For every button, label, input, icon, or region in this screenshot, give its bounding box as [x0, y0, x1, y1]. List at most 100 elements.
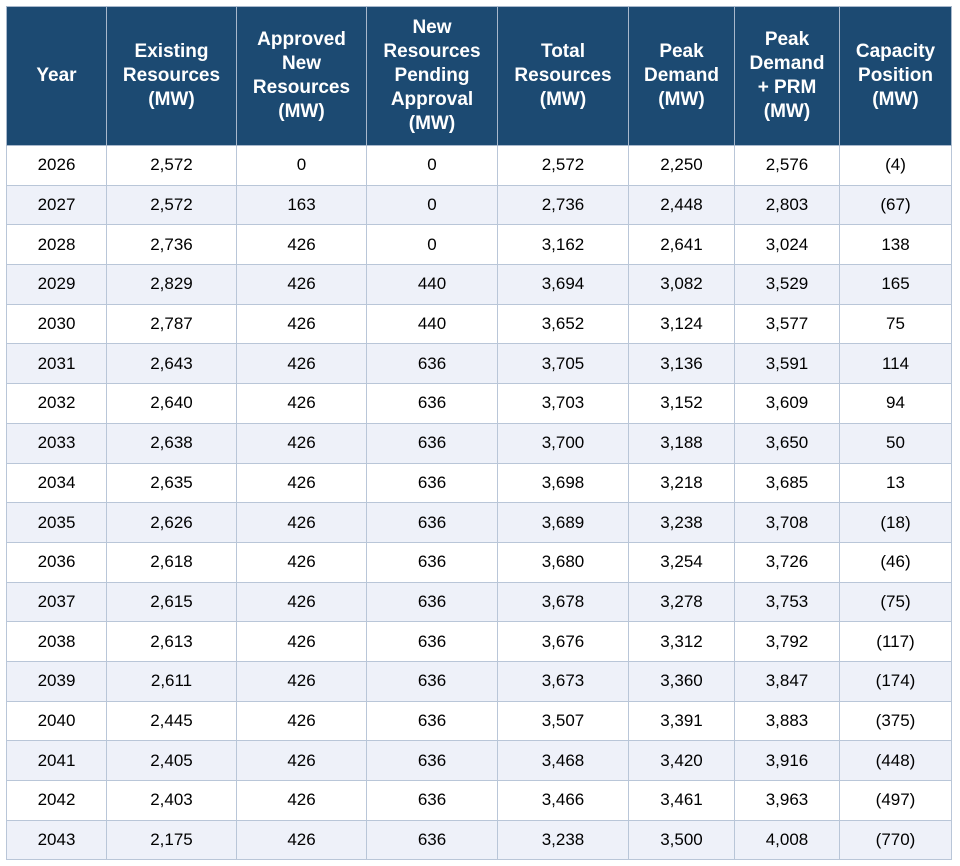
capacity-position-cell: (770) — [839, 819, 952, 861]
year-cell: 2041 — [6, 740, 107, 781]
peak-demand-prm-cell: 3,963 — [734, 780, 840, 821]
approved-new-cell: 426 — [236, 700, 367, 742]
approved-new-cell: 426 — [236, 264, 367, 305]
total-resources-cell: 3,652 — [497, 303, 629, 345]
year-cell: 2030 — [6, 303, 107, 345]
peak-demand-prm-cell: 3,708 — [734, 502, 840, 543]
peak-demand-cell: 3,082 — [628, 264, 735, 305]
header-capacity-position: Capacity Position (MW) — [839, 6, 952, 146]
peak-demand-cell: 3,218 — [628, 462, 735, 504]
peak-demand-prm-cell: 3,650 — [734, 422, 840, 464]
peak-demand-prm-cell: 3,591 — [734, 343, 840, 385]
header-line: (MW) — [763, 101, 811, 122]
approved-new-cell: 426 — [236, 780, 367, 821]
header-line: Existing — [134, 41, 209, 62]
table-row: 2038 2,613 426 636 3,676 3,312 3,792 (117) — [6, 621, 952, 662]
pending-approval-cell: 440 — [366, 303, 498, 345]
header-year: Year — [6, 6, 107, 146]
capacity-position-cell: (448) — [839, 740, 952, 781]
total-resources-cell: 3,676 — [497, 621, 629, 662]
approved-new-cell: 426 — [236, 383, 367, 424]
peak-demand-prm-cell: 3,753 — [734, 581, 840, 623]
capacity-position-cell: 75 — [839, 303, 952, 345]
header-line: Position — [858, 65, 933, 86]
capacity-position-cell: (75) — [839, 581, 952, 623]
table-row: 2037 2,615 426 636 3,678 3,278 3,753 (75) — [6, 581, 952, 623]
table-row: 2031 2,643 426 636 3,705 3,136 3,591 114 — [6, 343, 952, 385]
pending-approval-cell: 636 — [366, 780, 498, 821]
header-pending-resources: New Resources Pending Approval (MW) — [366, 6, 498, 146]
peak-demand-cell: 3,278 — [628, 581, 735, 623]
approved-new-cell: 426 — [236, 541, 367, 583]
existing-resources-cell: 2,613 — [106, 621, 237, 662]
existing-resources-cell: 2,572 — [106, 184, 237, 226]
header-peak-demand-prm: Peak Demand + PRM (MW) — [734, 6, 840, 146]
capacity-position-cell: (46) — [839, 541, 952, 583]
header-line: Peak — [659, 41, 704, 62]
approved-new-cell: 426 — [236, 660, 367, 702]
capacity-position-cell: 114 — [839, 343, 952, 385]
header-total-resources: Total Resources (MW) — [497, 6, 629, 146]
pending-approval-cell: 636 — [366, 343, 498, 385]
peak-demand-cell: 2,250 — [628, 145, 735, 186]
header-line: Peak — [764, 29, 810, 50]
peak-demand-prm-cell: 3,529 — [734, 264, 840, 305]
table-body: 2026 2,572 0 0 2,572 2,250 2,576 (4) 2027 2,572 16… — [6, 145, 952, 861]
existing-resources-cell: 2,635 — [106, 462, 237, 504]
approved-new-cell: 426 — [236, 303, 367, 345]
header-line: New — [412, 17, 452, 38]
peak-demand-cell: 2,641 — [628, 224, 735, 266]
table-row: 2043 2,175 426 636 3,238 3,500 4,008 (770) — [6, 819, 952, 861]
total-resources-cell: 3,468 — [497, 740, 629, 781]
table-row: 2034 2,635 426 636 3,698 3,218 3,685 13 — [6, 462, 952, 504]
pending-approval-cell: 0 — [366, 224, 498, 266]
pending-approval-cell: 636 — [366, 581, 498, 623]
pending-approval-cell: 636 — [366, 502, 498, 543]
peak-demand-cell: 3,254 — [628, 541, 735, 583]
total-resources-cell: 3,698 — [497, 462, 629, 504]
year-cell: 2040 — [6, 700, 107, 742]
header-line: (MW) — [658, 89, 705, 110]
existing-resources-cell: 2,445 — [106, 700, 237, 742]
table-row: 2029 2,829 426 440 3,694 3,082 3,529 165 — [6, 264, 952, 305]
peak-demand-cell: 3,188 — [628, 422, 735, 464]
existing-resources-cell: 2,405 — [106, 740, 237, 781]
peak-demand-prm-cell: 3,685 — [734, 462, 840, 504]
approved-new-cell: 0 — [236, 145, 367, 186]
existing-resources-cell: 2,829 — [106, 264, 237, 305]
table-row: 2035 2,626 426 636 3,689 3,238 3,708 (18) — [6, 502, 952, 543]
approved-new-cell: 426 — [236, 224, 367, 266]
total-resources-cell: 2,572 — [497, 145, 629, 186]
total-resources-cell: 3,680 — [497, 541, 629, 583]
header-line: Capacity — [855, 41, 936, 62]
capacity-position-cell: (4) — [839, 145, 952, 186]
header-line: Resources — [122, 65, 221, 86]
header-line: (MW) — [278, 101, 325, 122]
peak-demand-prm-cell: 3,609 — [734, 383, 840, 424]
peak-demand-cell: 3,136 — [628, 343, 735, 385]
year-cell: 2026 — [6, 145, 107, 186]
approved-new-cell: 426 — [236, 581, 367, 623]
header-peak-demand: Peak Demand (MW) — [628, 6, 735, 146]
pending-approval-cell: 0 — [366, 184, 498, 226]
approved-new-cell: 426 — [236, 621, 367, 662]
capacity-position-cell: 50 — [839, 422, 952, 464]
peak-demand-prm-cell: 2,576 — [734, 145, 840, 186]
peak-demand-cell: 3,312 — [628, 621, 735, 662]
header-line: (MW) — [148, 89, 195, 110]
header-line: (MW) — [872, 89, 919, 110]
existing-resources-cell: 2,626 — [106, 502, 237, 543]
total-resources-cell: 3,694 — [497, 264, 629, 305]
header-row: Year Existing Resources (MW) Approved New Reso… — [6, 6, 952, 146]
approved-new-cell: 426 — [236, 502, 367, 543]
total-resources-cell: 3,689 — [497, 502, 629, 543]
peak-demand-cell: 3,391 — [628, 700, 735, 742]
pending-approval-cell: 440 — [366, 264, 498, 305]
capacity-position-cell: 94 — [839, 383, 952, 424]
pending-approval-cell: 636 — [366, 621, 498, 662]
capacity-position-cell: (67) — [839, 184, 952, 226]
header-line: Approved — [257, 29, 346, 50]
header-line: Year — [36, 65, 77, 86]
peak-demand-prm-cell: 3,577 — [734, 303, 840, 345]
table-row: 2032 2,640 426 636 3,703 3,152 3,609 94 — [6, 383, 952, 424]
